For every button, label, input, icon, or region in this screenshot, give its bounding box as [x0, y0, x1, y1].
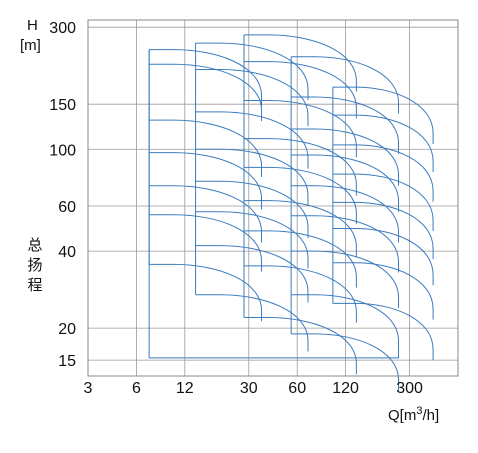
pump-curve: [332, 201, 434, 260]
y-axis-unit: [m]: [20, 37, 41, 54]
x-tick-label: 30: [240, 380, 258, 397]
pump-curve: [195, 180, 309, 239]
x-tick-label: 6: [132, 380, 141, 397]
pump-curve: [243, 230, 357, 288]
pump-curve: [332, 114, 434, 172]
x-tick-label: 300: [396, 380, 423, 397]
pump-curve: [195, 294, 309, 352]
pump-curve: [243, 166, 357, 225]
y-tick-label: 150: [49, 97, 76, 114]
pump-curve: [149, 214, 263, 272]
pump-curve: [243, 317, 357, 375]
pump-curve: [332, 144, 434, 202]
pump-curve: [149, 152, 263, 210]
x-axis-title: Q[m3/h]: [388, 405, 439, 424]
pump-curve: [149, 63, 263, 121]
pump-curve: [195, 148, 309, 207]
y-tick-label: 20: [58, 321, 76, 338]
pump-curve: [195, 245, 309, 303]
y-tick-label: 40: [58, 244, 76, 261]
pump-curve: [243, 61, 357, 119]
y-tick-label: 300: [49, 20, 76, 37]
pump-curve: [195, 111, 309, 169]
y-tick-label: 60: [58, 199, 76, 216]
x-tick-labels: 3 6 12 30 60 120 300: [84, 380, 423, 397]
y-axis-side-char: 扬: [27, 256, 42, 274]
pump-curve: [291, 56, 400, 114]
x-tick-label: 60: [288, 380, 306, 397]
range-boundary-line: [148, 49, 400, 359]
y-axis-side-char: 总: [27, 236, 42, 254]
y-axis-side-label: 总扬程: [27, 236, 42, 294]
pump-curve: [149, 185, 263, 243]
pump-curves: [148, 34, 434, 391]
pump-curve: [243, 200, 357, 258]
y-tick-label: 15: [58, 353, 76, 370]
pump-curve: [243, 265, 357, 323]
y-axis-side-char: 程: [27, 276, 42, 294]
x-tick-label: 3: [84, 380, 93, 397]
y-axis-title: H: [27, 17, 38, 34]
pump-curve: [291, 294, 400, 352]
plot-frame: [87, 19, 459, 377]
pump-curve: [195, 211, 309, 269]
y-tick-label: 100: [49, 142, 76, 159]
pump-curve: [149, 263, 263, 322]
pump-curve: [291, 154, 400, 212]
pump-curve: [291, 215, 400, 273]
pump-curve: [149, 119, 263, 177]
pump-curve: [332, 86, 434, 144]
pump-curve: [243, 100, 357, 158]
grid: [87, 20, 458, 376]
pump-curve: [195, 42, 309, 100]
pump-curve: [332, 262, 434, 320]
pump-curve: [332, 173, 434, 231]
pump-curve: [291, 96, 400, 154]
pump-curve: [291, 128, 400, 186]
x-tick-label: 120: [332, 380, 359, 397]
pump-curve: [332, 302, 434, 361]
x-tick-label: 12: [176, 380, 194, 397]
pump-curve: [243, 34, 357, 92]
pump-curve: [243, 138, 357, 196]
pump-curve: [291, 250, 400, 308]
pump-curve: [291, 185, 400, 243]
pump-curve: [195, 68, 309, 127]
y-tick-labels: 15 20 40 60 100 150 300: [49, 20, 76, 370]
pump-curve: [149, 49, 263, 107]
pump-curve: [332, 228, 434, 286]
